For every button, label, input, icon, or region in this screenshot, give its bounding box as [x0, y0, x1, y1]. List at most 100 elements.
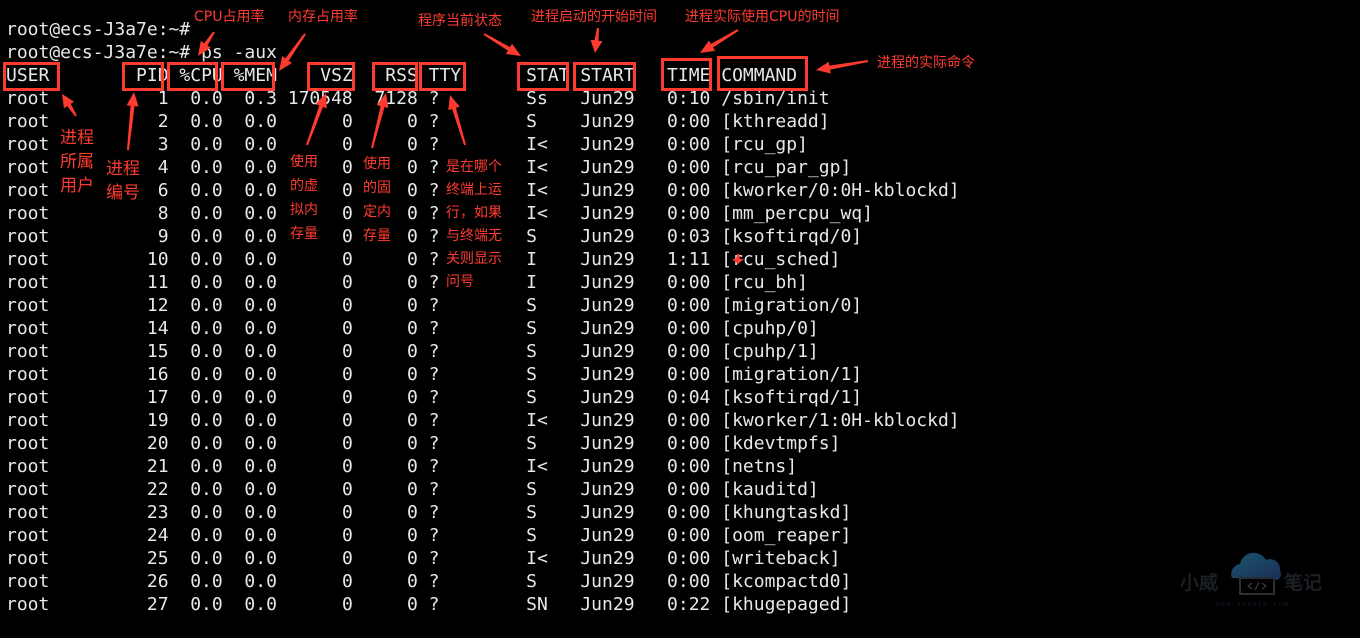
- annotation-line: 存量: [290, 226, 318, 242]
- cell-command: [kauditd]: [721, 479, 819, 500]
- annotation-tty: 是在哪个 终端上运 行，如果 与终端无 关则显示 问号: [446, 156, 502, 294]
- cell-cpu: 0.0: [190, 111, 223, 132]
- cell-command: [netns]: [721, 456, 798, 477]
- cell-vsz: 0: [341, 226, 353, 247]
- cell-stat: S: [526, 479, 538, 500]
- cell-user: root: [6, 502, 50, 523]
- cell-vsz: 0: [341, 318, 353, 339]
- cell-time: 0:00: [667, 157, 711, 178]
- terminal-output: root@ecs-J3a7e:~# root@ecs-J3a7e:~# ps -…: [6, 18, 1006, 638]
- cell-pid: 4: [157, 157, 169, 178]
- cell-pid: 1: [157, 88, 169, 109]
- cell-mem: 0.0: [244, 180, 277, 201]
- cell-user: root: [6, 479, 50, 500]
- cell-rss: 0: [406, 433, 418, 454]
- cell-user: root: [6, 318, 50, 339]
- cell-stat: Ss: [526, 88, 548, 109]
- cell-user: root: [6, 226, 50, 247]
- cell-start: Jun29: [580, 387, 635, 408]
- cell-start: Jun29: [580, 525, 635, 546]
- cell-time: 0:00: [667, 410, 711, 431]
- cell-mem: 0.0: [244, 594, 277, 615]
- header-mem: %MEM: [233, 65, 277, 86]
- cell-user: root: [6, 456, 50, 477]
- cell-stat: I<: [526, 410, 548, 431]
- cell-vsz: 0: [341, 157, 353, 178]
- cell-time: 0:04: [667, 387, 711, 408]
- cell-pid: 23: [146, 502, 169, 523]
- prompt-line: root@ecs-J3a7e:~#: [6, 19, 191, 40]
- cell-user: root: [6, 387, 50, 408]
- cell-mem: 0.0: [244, 226, 277, 247]
- cell-rss: 0: [406, 203, 418, 224]
- cell-command: [khugepaged]: [721, 594, 852, 615]
- cell-mem: 0.3: [244, 88, 277, 109]
- cell-rss: 0: [406, 295, 418, 316]
- cell-cpu: 0.0: [190, 502, 223, 523]
- cell-time: 0:00: [667, 272, 711, 293]
- cell-time: 0:00: [667, 364, 711, 385]
- annotation-rss: 使用 的固 定内 存量: [363, 152, 391, 248]
- cell-start: Jun29: [580, 157, 635, 178]
- cell-cpu: 0.0: [190, 525, 223, 546]
- cell-start: Jun29: [580, 134, 635, 155]
- cell-stat: S: [526, 502, 538, 523]
- annotation-user: 进程 所属 用户: [60, 126, 94, 198]
- header-start: START: [580, 65, 635, 86]
- mem-header-box: [221, 62, 275, 91]
- cell-start: Jun29: [580, 249, 635, 270]
- cell-cpu: 0.0: [190, 157, 223, 178]
- cell-pid: 3: [157, 134, 169, 155]
- cell-start: Jun29: [580, 548, 635, 569]
- cell-vsz: 0: [341, 180, 353, 201]
- cell-rss: 0: [406, 456, 418, 477]
- cell-vsz: 0: [341, 134, 353, 155]
- cell-tty: ?: [428, 318, 440, 339]
- cell-stat: S: [526, 433, 538, 454]
- cell-time: 0:00: [667, 548, 711, 569]
- annotation-line: 进程: [60, 128, 94, 148]
- cell-mem: 0.0: [244, 295, 277, 316]
- cell-command: [rcu_par_gp]: [721, 157, 852, 178]
- cell-cpu: 0.0: [190, 272, 223, 293]
- cell-user: root: [6, 88, 50, 109]
- cell-rss: 0: [406, 364, 418, 385]
- cell-pid: 24: [146, 525, 169, 546]
- cell-time: 0:00: [667, 318, 711, 339]
- header-cpu: %CPU: [179, 65, 223, 86]
- header-command: COMMAND: [721, 65, 798, 86]
- cell-start: Jun29: [580, 295, 635, 316]
- user-header-box: [3, 62, 60, 91]
- cell-tty: ?: [428, 341, 440, 362]
- cell-pid: 20: [146, 433, 169, 454]
- cell-rss: 0: [406, 180, 418, 201]
- cell-pid: 26: [146, 571, 169, 592]
- cell-stat: I<: [526, 134, 548, 155]
- cell-command: [kworker/0:0H-kblockd]: [721, 180, 960, 201]
- cell-pid: 14: [146, 318, 169, 339]
- watermark-url: www.xvnote.com: [1216, 600, 1290, 608]
- cell-vsz: 0: [341, 111, 353, 132]
- cell-tty: ?: [428, 272, 440, 293]
- cell-cpu: 0.0: [190, 387, 223, 408]
- cell-rss: 0: [406, 318, 418, 339]
- cell-cpu: 0.0: [190, 318, 223, 339]
- annotation-cpu: CPU占用率: [194, 9, 265, 25]
- cell-cpu: 0.0: [190, 433, 223, 454]
- cell-tty: ?: [428, 364, 440, 385]
- cell-time: 0:00: [667, 111, 711, 132]
- cell-rss: 0: [406, 134, 418, 155]
- cell-vsz: 0: [341, 479, 353, 500]
- annotation-line: 进程: [106, 159, 140, 179]
- cell-tty: ?: [428, 387, 440, 408]
- cpu-header-box: [167, 62, 218, 91]
- cell-start: Jun29: [580, 571, 635, 592]
- cell-cpu: 0.0: [190, 410, 223, 431]
- cell-stat: I<: [526, 548, 548, 569]
- cell-start: Jun29: [580, 364, 635, 385]
- command-header-box: [717, 56, 808, 91]
- annotation-mem: 内存占用率: [288, 9, 358, 25]
- cell-mem: 0.0: [244, 502, 277, 523]
- cell-tty: ?: [428, 295, 440, 316]
- cell-mem: 0.0: [244, 364, 277, 385]
